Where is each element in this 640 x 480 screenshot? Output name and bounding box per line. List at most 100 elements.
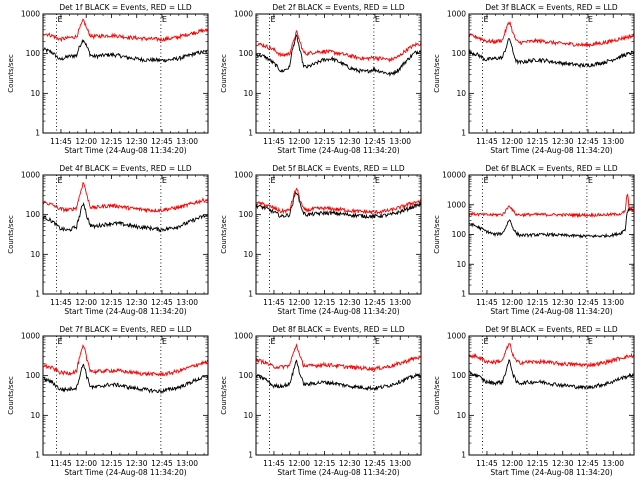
x-tick-label: 12:45 <box>364 459 386 468</box>
x-tick-label: 12:00 <box>288 137 310 146</box>
x-tick-label: 12:45 <box>364 298 386 307</box>
x-tick-label: 12:45 <box>577 137 599 146</box>
y-tick-label: 100 <box>26 371 41 380</box>
x-tick-label: 12:15 <box>527 298 549 307</box>
y-tick-label: 10 <box>30 250 40 259</box>
y-tick-label: 10 <box>456 411 466 420</box>
event-marker-label: E <box>57 176 62 185</box>
panel-det-8f: Det 8f BLACK = Events, RED = LLD Counts/s… <box>220 325 422 477</box>
x-tick-label: 12:15 <box>101 459 123 468</box>
panel-det-3f: Det 3f BLACK = Events, RED = LLD Counts/s… <box>433 3 635 155</box>
y-axis-label: Counts/sec <box>7 215 15 254</box>
x-tick-label: 11:45 <box>263 137 285 146</box>
panel-title: Det 2f BLACK = Events, RED = LLD <box>272 3 405 12</box>
plot-frame <box>42 335 209 456</box>
panel-det-9f: Det 9f BLACK = Events, RED = LLD Counts/s… <box>433 325 635 477</box>
y-tick-label: 10000 <box>442 171 466 180</box>
x-tick-label: 13:00 <box>389 137 411 146</box>
event-marker-label: E <box>57 15 62 24</box>
y-tick-label: 100 <box>239 210 254 219</box>
y-axis-label: Counts/sec <box>220 215 228 254</box>
event-marker-label: E <box>375 176 380 185</box>
y-axis-label: Counts/sec <box>220 54 228 93</box>
x-tick-label: 12:30 <box>552 137 574 146</box>
x-tick-label: 11:45 <box>50 137 72 146</box>
panel-title: Det 7f BLACK = Events, RED = LLD <box>59 325 192 334</box>
panel-det-1f: Det 1f BLACK = Events, RED = LLD Counts/s… <box>7 3 209 155</box>
x-tick-label: 12:30 <box>339 459 361 468</box>
x-tick-label: 12:15 <box>314 298 336 307</box>
event-marker-label: E <box>483 176 488 185</box>
x-tick-label: 12:30 <box>339 137 361 146</box>
x-tick-label: 12:45 <box>577 459 599 468</box>
y-tick-label: 1000 <box>21 10 40 19</box>
y-axis-label: Counts/sec <box>220 376 228 415</box>
panel-title: Det 8f BLACK = Events, RED = LLD <box>272 325 405 334</box>
y-axis-label: Counts/sec <box>433 376 441 415</box>
y-tick-label: 1000 <box>234 10 253 19</box>
x-tick-label: 12:30 <box>126 459 148 468</box>
x-tick-label: 13:00 <box>389 298 411 307</box>
y-tick-label: 1000 <box>21 171 40 180</box>
series-lld-line <box>255 187 422 216</box>
y-tick-label: 100 <box>452 230 467 239</box>
plot-frame <box>468 13 635 134</box>
event-marker-label: E <box>270 15 275 24</box>
y-axis-label: Counts/sec <box>7 376 15 415</box>
event-marker-label: E <box>483 337 488 346</box>
x-tick-label: 12:45 <box>364 137 386 146</box>
event-marker-label: E <box>588 176 593 185</box>
y-tick-label: 100 <box>239 371 254 380</box>
x-tick-label: 12:45 <box>577 298 599 307</box>
series-lld-line <box>468 21 635 49</box>
series-events-line <box>42 363 209 395</box>
series-lld-line <box>42 18 209 43</box>
series-events-line <box>468 359 635 390</box>
y-tick-label: 1 <box>35 129 40 138</box>
y-tick-label: 1 <box>248 129 253 138</box>
event-marker-label: E <box>588 15 593 24</box>
series-events-line <box>42 201 209 233</box>
plot-frame <box>468 174 635 295</box>
y-tick-label: 1 <box>461 129 466 138</box>
panel-det-6f: Det 6f BLACK = Events, RED = LLD Counts/s… <box>433 164 635 316</box>
x-tick-label: 12:00 <box>501 298 523 307</box>
x-tick-label: 12:00 <box>288 459 310 468</box>
y-tick-label: 100 <box>239 49 254 58</box>
panel-title: Det 1f BLACK = Events, RED = LLD <box>59 3 192 12</box>
event-marker-label: E <box>270 337 275 346</box>
x-tick-label: 12:00 <box>501 137 523 146</box>
x-axis-label: Start Time (24-Aug-08 11:34:20) <box>277 307 399 316</box>
plot-frame <box>255 174 422 295</box>
y-tick-label: 10 <box>243 411 253 420</box>
event-marker-label: E <box>375 337 380 346</box>
y-tick-label: 1 <box>248 290 253 299</box>
x-axis-label: Start Time (24-Aug-08 11:34:20) <box>64 146 186 155</box>
x-tick-label: 12:00 <box>75 298 97 307</box>
x-tick-label: 12:00 <box>501 459 523 468</box>
event-marker-label: E <box>270 176 275 185</box>
x-tick-label: 12:00 <box>75 459 97 468</box>
x-axis-label: Start Time (24-Aug-08 11:34:20) <box>277 468 399 477</box>
x-tick-label: 12:30 <box>126 137 148 146</box>
panel-title: Det 3f BLACK = Events, RED = LLD <box>485 3 618 12</box>
panel-det-7f: Det 7f BLACK = Events, RED = LLD Counts/s… <box>7 325 209 477</box>
x-tick-label: 12:15 <box>314 459 336 468</box>
x-axis-label: Start Time (24-Aug-08 11:34:20) <box>490 146 612 155</box>
x-tick-label: 11:45 <box>263 459 285 468</box>
event-marker-label: E <box>483 15 488 24</box>
series-events-line <box>468 207 635 239</box>
y-tick-label: 1000 <box>447 10 466 19</box>
plot-frame <box>255 13 422 134</box>
y-tick-label: 10 <box>243 250 253 259</box>
panel-title: Det 9f BLACK = Events, RED = LLD <box>485 325 618 334</box>
x-tick-label: 13:00 <box>176 137 198 146</box>
x-tick-label: 11:45 <box>263 298 285 307</box>
y-tick-label: 10 <box>243 89 253 98</box>
series-events-line <box>255 191 422 220</box>
x-tick-label: 12:30 <box>552 459 574 468</box>
x-tick-label: 12:15 <box>527 137 549 146</box>
panel-title: Det 4f BLACK = Events, RED = LLD <box>59 164 192 173</box>
series-lld-line <box>468 342 635 368</box>
